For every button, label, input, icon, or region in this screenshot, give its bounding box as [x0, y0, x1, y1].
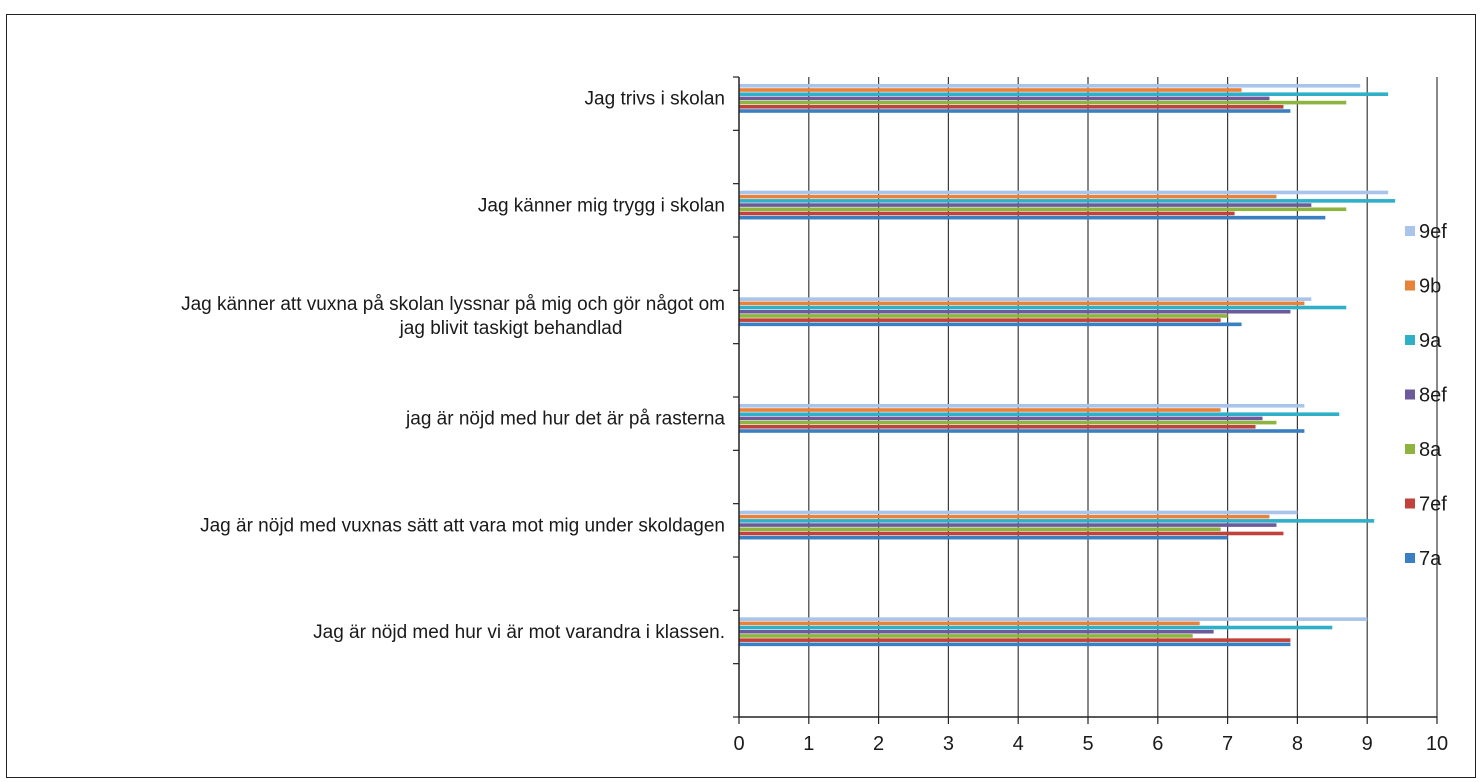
bar-7ef-5	[739, 638, 1291, 642]
category-label: Jag känner mig trygg i skolan	[478, 195, 725, 216]
bar-9b-2	[739, 301, 1305, 306]
bar-9a-5	[739, 625, 1333, 630]
legend-swatch-7ef	[1405, 498, 1415, 509]
bar-9a-3	[739, 412, 1340, 416]
axes	[733, 76, 1438, 724]
legend-label-8a: 8a	[1419, 439, 1442, 461]
gridlines	[808, 77, 1438, 717]
bar-7a-0	[739, 109, 1291, 113]
bars	[739, 84, 1396, 647]
bar-9b-0	[739, 88, 1242, 92]
bar-8ef-2	[739, 309, 1291, 314]
category-label: Jag är nöjd med vuxnas sätt att vara mot…	[200, 515, 725, 536]
bar-7a-4	[739, 535, 1228, 540]
bar-9ef-4	[739, 510, 1298, 515]
bar-9b-1	[739, 194, 1277, 199]
bar-7ef-1	[739, 211, 1235, 216]
bar-8a-4	[739, 527, 1221, 532]
legend-swatch-8ef	[1405, 389, 1415, 400]
legend-label-9b: 9b	[1419, 276, 1441, 298]
x-tick-label: 7	[1222, 733, 1233, 755]
legend-swatch-9a	[1405, 335, 1415, 345]
x-tick-label: 0	[733, 733, 744, 755]
x-tick-label: 3	[943, 733, 954, 755]
bar-9b-4	[739, 514, 1270, 519]
bar-chart: Jag trivs i skolan Jag känner mig trygg i…	[181, 76, 1448, 755]
bar-8a-1	[739, 207, 1347, 212]
category-label: Jag trivs i skolan	[585, 89, 725, 110]
bar-9b-3	[739, 408, 1221, 412]
bar-9ef-1	[739, 190, 1389, 195]
legend-label-8ef: 8ef	[1419, 385, 1447, 407]
bar-8a-2	[739, 314, 1228, 318]
x-tick-label: 8	[1292, 733, 1303, 755]
x-tick-label: 4	[1013, 733, 1024, 755]
legend-swatch-8a	[1405, 444, 1415, 454]
x-tick-label: 2	[873, 733, 884, 755]
bar-9ef-0	[739, 84, 1361, 88]
category-label: Jag är nöjd med hur vi är mot varandra i…	[313, 622, 725, 643]
bar-9ef-5	[739, 617, 1368, 621]
legend-label-9a: 9a	[1419, 330, 1442, 352]
x-tick-label: 1	[803, 733, 814, 755]
x-tick-label: 10	[1426, 733, 1448, 755]
category-labels: Jag trivs i skolan Jag känner mig trygg i…	[181, 89, 725, 643]
bar-7ef-4	[739, 531, 1284, 536]
x-tick-label: 5	[1082, 733, 1093, 755]
legend-swatch-9b	[1405, 280, 1415, 291]
bar-9ef-2	[739, 297, 1312, 301]
bar-7a-2	[739, 322, 1242, 327]
x-tick-label: 9	[1362, 733, 1373, 755]
legend-swatch-7a	[1405, 553, 1415, 563]
bar-7a-3	[739, 429, 1305, 433]
bar-8ef-4	[739, 523, 1277, 527]
bar-9a-0	[739, 92, 1389, 96]
legend: 9ef 9b 9a 8ef 8a 7ef 7a	[1405, 221, 1447, 570]
bar-7a-1	[739, 215, 1326, 220]
bar-8ef-1	[739, 203, 1312, 207]
bar-7a-5	[739, 642, 1291, 647]
bar-8a-5	[739, 634, 1193, 638]
category-label: Jag känner att vuxna på skolan lyssnar p…	[181, 294, 725, 315]
bar-8a-0	[739, 100, 1347, 105]
bar-8ef-5	[739, 629, 1214, 634]
bar-7ef-3	[739, 425, 1256, 429]
bar-8ef-0	[739, 96, 1270, 101]
bar-9a-2	[739, 305, 1347, 310]
bar-9ef-3	[739, 404, 1305, 408]
bar-8ef-3	[739, 416, 1263, 421]
bar-7ef-2	[739, 318, 1221, 322]
legend-label-7a: 7a	[1419, 548, 1442, 570]
legend-label-7ef: 7ef	[1419, 494, 1447, 516]
bar-9b-5	[739, 621, 1200, 626]
legend-label-9ef: 9ef	[1419, 221, 1447, 243]
tick-labels: 0 1 2 3 4 5 6 7 8 9 10	[733, 733, 1448, 755]
bar-7ef-0	[739, 105, 1284, 109]
bar-9a-4	[739, 519, 1375, 523]
category-label: jag är nöjd med hur det är på rasterna	[405, 409, 725, 430]
legend-swatch-9ef	[1405, 226, 1415, 236]
category-label: jag blivit taskigt behandlad	[399, 318, 623, 339]
x-tick-label: 6	[1152, 733, 1163, 755]
chart-frame: Jag trivs i skolan Jag känner mig trygg i…	[6, 14, 1476, 778]
bar-8a-3	[739, 420, 1277, 425]
bar-9a-1	[739, 199, 1396, 203]
